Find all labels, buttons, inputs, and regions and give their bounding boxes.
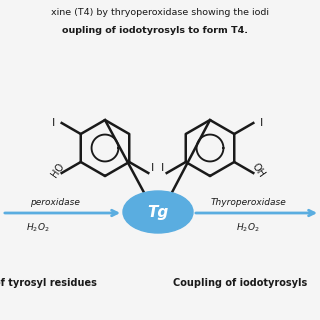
Text: $H_2O_2$: $H_2O_2$ bbox=[236, 221, 260, 234]
Text: I: I bbox=[161, 163, 164, 173]
Text: HO: HO bbox=[49, 161, 66, 179]
Text: of tyrosyl residues: of tyrosyl residues bbox=[0, 278, 96, 288]
Text: xine (T4) by thryoperoxidase showing the iodi: xine (T4) by thryoperoxidase showing the… bbox=[51, 8, 269, 17]
Text: Coupling of iodotyrosyls: Coupling of iodotyrosyls bbox=[173, 278, 307, 288]
Text: oupling of iodotyrosyls to form T4.: oupling of iodotyrosyls to form T4. bbox=[62, 26, 248, 35]
Text: Tg: Tg bbox=[148, 204, 169, 220]
Text: peroxidase: peroxidase bbox=[30, 198, 80, 207]
Ellipse shape bbox=[123, 191, 193, 233]
Text: Thyroperoxidase: Thyroperoxidase bbox=[210, 198, 286, 207]
Text: I: I bbox=[52, 118, 55, 128]
Text: I: I bbox=[151, 163, 154, 173]
Text: OH: OH bbox=[250, 161, 267, 179]
Text: I: I bbox=[260, 118, 263, 128]
Text: $H_2O_2$: $H_2O_2$ bbox=[26, 221, 50, 234]
